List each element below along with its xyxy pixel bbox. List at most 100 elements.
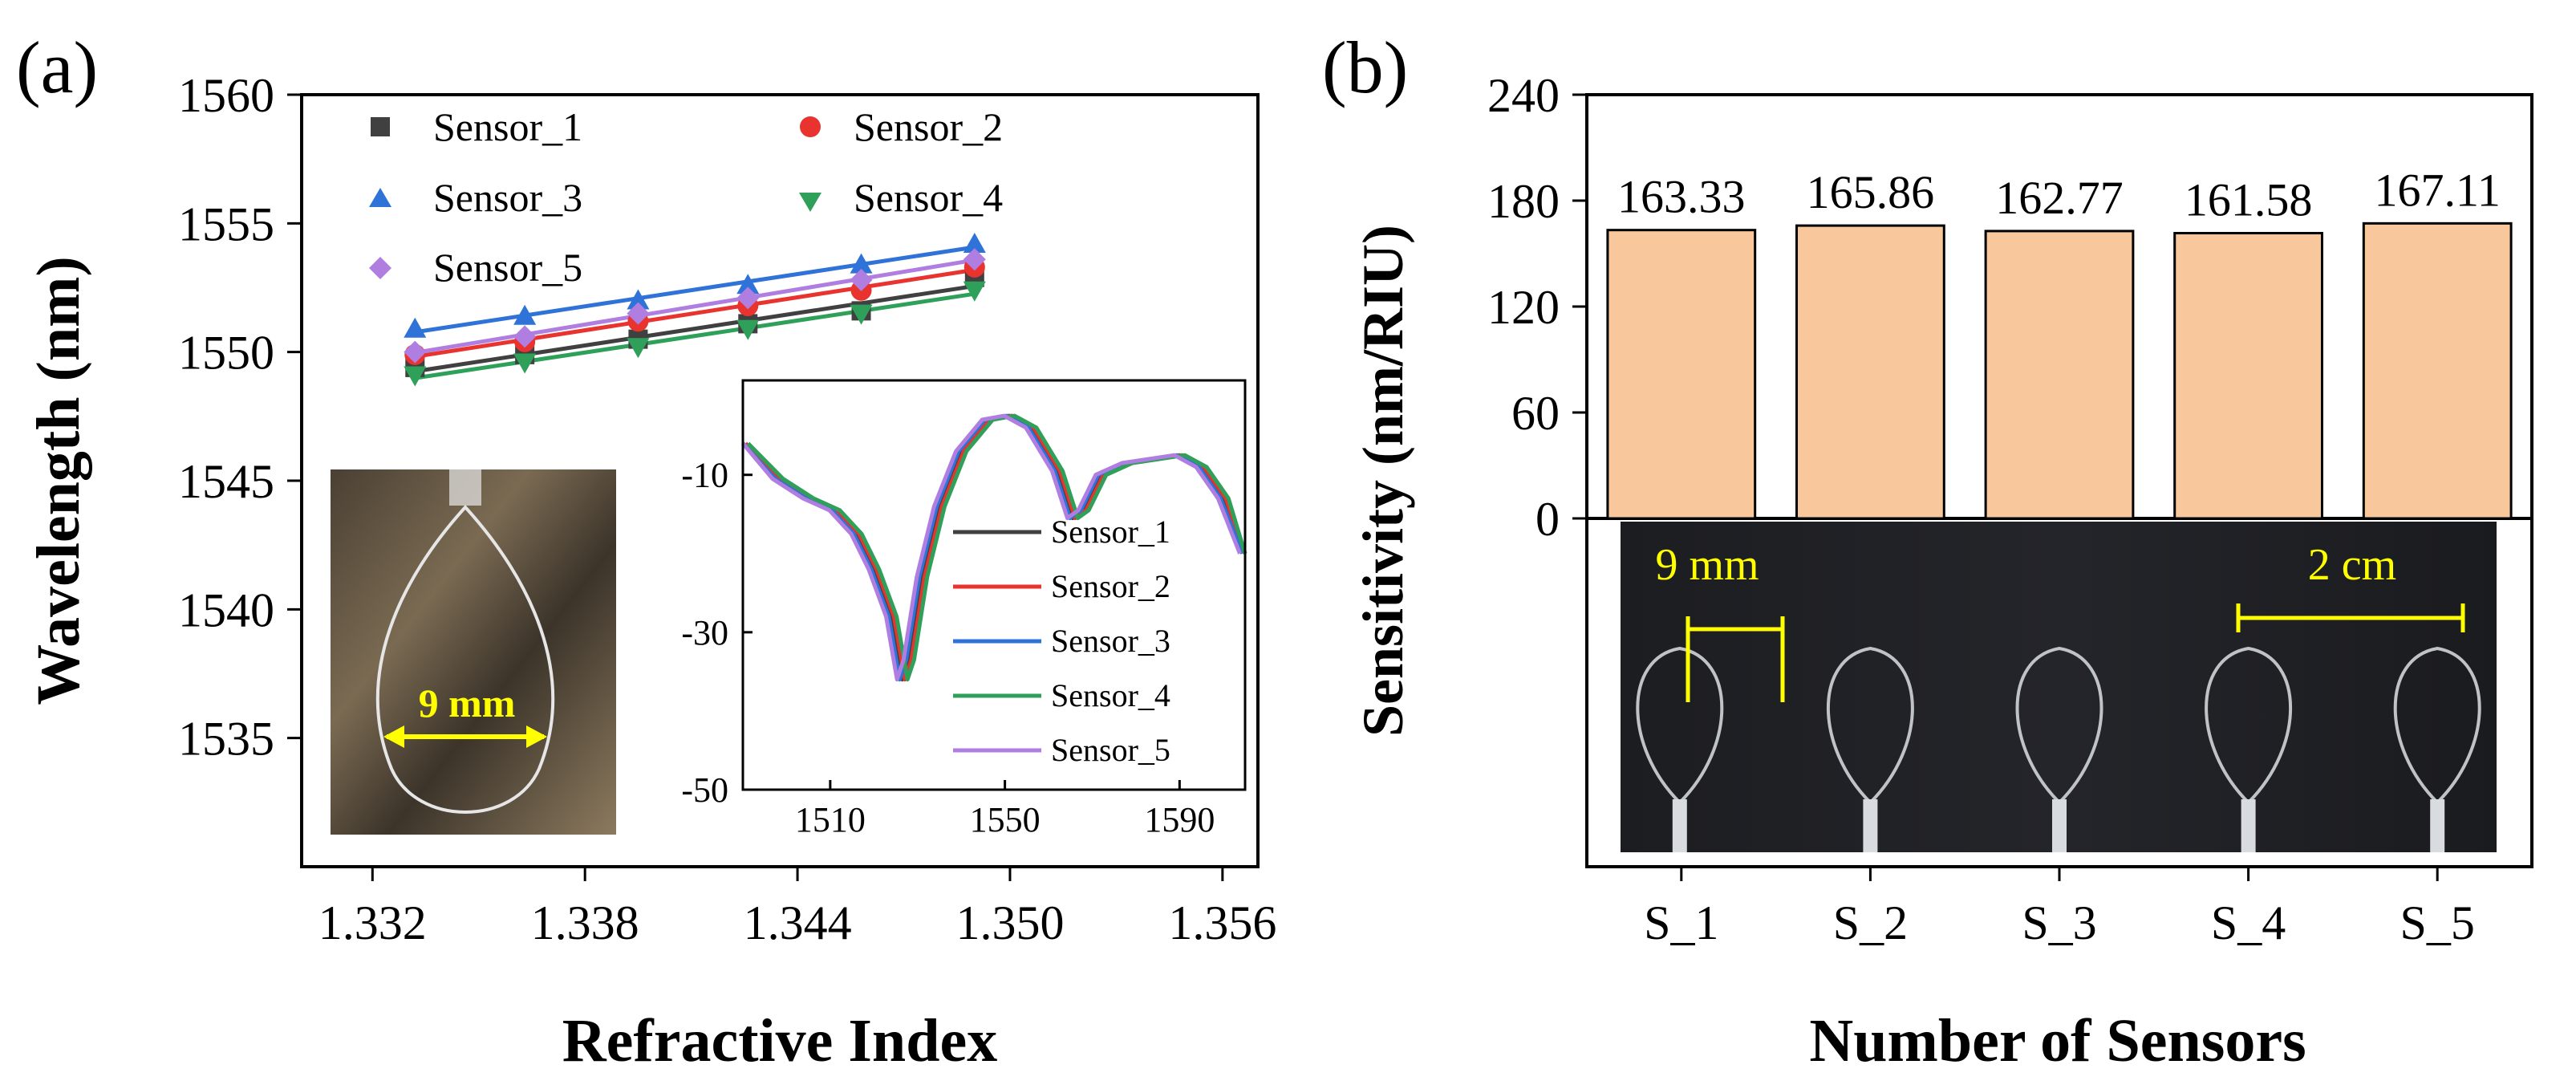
fit-line-sensor-3	[414, 245, 976, 335]
inset-frame	[741, 379, 1247, 791]
bar-s-1	[1606, 229, 1757, 520]
panel-a-ticks: 1.332 1.338 1.344 1.350 1.356 1535 1540 1545 155…	[178, 69, 1276, 949]
inset-y-tick-label: -10	[681, 456, 728, 495]
marker-sensor-3	[404, 317, 427, 338]
bar-s-3	[1984, 230, 2135, 520]
marker-sensor-4	[963, 281, 986, 302]
sensor-loop	[2393, 646, 2481, 805]
inset-legend-label-sensor-1: Sensor_1	[1051, 514, 1170, 550]
loop-width-label: 9 mm	[1655, 540, 1759, 590]
inset-spectra	[741, 413, 1247, 682]
x-tick-label: 1.356	[1168, 896, 1276, 949]
panel-a-fit-lines	[414, 245, 976, 380]
marker-sensor-3	[513, 304, 537, 325]
bar-value-label: 161.58	[2185, 174, 2313, 226]
legend-marker-sensor-1	[371, 117, 390, 136]
inset-y-tick-label: -30	[681, 613, 728, 652]
y-tick-label: 1555	[178, 197, 274, 250]
sensor-stem	[1672, 799, 1687, 852]
inset-legend-label-sensor-3: Sensor_3	[1051, 623, 1170, 659]
marker-sensor-5	[627, 302, 650, 325]
y-tick-label: 1560	[178, 69, 274, 122]
x-tick-label: S_3	[2022, 896, 2096, 949]
marker-sensor-5	[850, 268, 873, 291]
panel-a: (a) 1.332 1.338 1.344 1.350 1.356 1535 1540 154…	[16, 26, 1276, 1075]
sensor-loop	[2015, 646, 2103, 805]
y-tick-label: 1535	[178, 713, 274, 766]
marker-sensor-3	[627, 289, 650, 310]
bar-value-label: 163.33	[1617, 171, 1746, 223]
x-tick-label: S_5	[2400, 896, 2475, 949]
sensor-stem	[2241, 799, 2256, 852]
bar-s-5	[2362, 221, 2513, 520]
panel-b-x-axis-title: Number of Sensors	[1809, 1007, 2306, 1075]
marker-sensor-4	[736, 319, 760, 340]
panel-b-y-axis-title: Sensitivity (nm/RIU)	[1351, 225, 1415, 737]
x-tick-label: 1.350	[955, 896, 1064, 949]
inset-legend-label-sensor-4: Sensor_4	[1051, 677, 1170, 713]
fit-line-sensor-2	[414, 267, 976, 359]
y-tick-label: 120	[1487, 281, 1560, 334]
legend-label-sensor-3: Sensor_3	[433, 175, 582, 220]
panel-b-label: (b)	[1322, 26, 1408, 108]
bar-value-label: 167.11	[2375, 164, 2501, 216]
marker-sensor-5	[513, 325, 537, 348]
bar-s-2	[1795, 224, 1945, 520]
transmission-spectrum-inset: 1510 1550 1590 -10 -30 -50 Sensor_1 Sensor_2 …	[681, 379, 1247, 839]
fit-line-sensor-5	[414, 258, 976, 355]
panel-b-plot-frame	[1585, 93, 2533, 868]
marker-sensor-3	[850, 253, 873, 274]
marker-sensor-4	[850, 304, 873, 325]
bar-value-label: 165.86	[1807, 166, 1935, 218]
sensor-loops	[1636, 646, 2481, 852]
x-tick-label: S_4	[2211, 896, 2286, 949]
spectrum-line-sensor-5	[741, 413, 1242, 682]
x-tick-label: 1.344	[744, 896, 852, 949]
fit-line-sensor-4	[414, 291, 976, 380]
marker-sensor-4	[513, 353, 537, 374]
bar-value-label: 162.77	[1995, 172, 2124, 224]
panel-a-markers	[404, 232, 986, 387]
sensor-loop	[1636, 646, 1724, 805]
panel-a-plot-frame	[300, 93, 1260, 868]
panel-b-bars: 163.33 S_1 165.86 S_2 162.77 S_3 161.58 S_4 167.…	[1606, 164, 2513, 949]
y-tick-label: 60	[1511, 387, 1560, 440]
legend-label-sensor-1: Sensor_1	[433, 104, 582, 149]
sensors-photo: 9 mm 2 cm	[1621, 522, 2497, 852]
y-tick-label: 1550	[178, 327, 274, 380]
y-tick-label: 1540	[178, 583, 274, 636]
x-tick-label: S_2	[1833, 896, 1908, 949]
bar-s-4	[2173, 232, 2323, 520]
marker-sensor-3	[963, 232, 986, 253]
marker-sensor-5	[404, 340, 427, 364]
inset-legend-label-sensor-2: Sensor_2	[1051, 568, 1170, 604]
sensor-stem	[2430, 799, 2445, 852]
marker-sensor-5	[736, 286, 760, 310]
legend-label-sensor-5: Sensor_5	[433, 245, 582, 290]
legend-label-sensor-2: Sensor_2	[854, 104, 1003, 149]
legend-marker-sensor-3	[369, 188, 391, 207]
marker-sensor-5	[963, 248, 986, 271]
inset-legend-label-sensor-5: Sensor_5	[1051, 732, 1170, 768]
legend-marker-sensor-2	[800, 116, 821, 137]
panel-a-x-axis-title: Refractive Index	[562, 1007, 997, 1075]
marker-sensor-3	[736, 274, 760, 295]
panel-b: (b) 9 mm 2 cm 0 60 120 180 240 163.33 S_1 165.…	[1322, 26, 2533, 1075]
sensor-loop	[2205, 646, 2292, 805]
legend-marker-sensor-5	[369, 257, 391, 279]
inset-x-tick-label: 1510	[795, 800, 866, 839]
y-tick-label: 180	[1487, 175, 1560, 228]
inset-x-tick-label: 1550	[970, 800, 1041, 839]
panel-a-legend: Sensor_1 Sensor_2 Sensor_3 Sensor_4 Sens…	[369, 104, 1003, 290]
panel-a-label: (a)	[16, 26, 98, 108]
fiber-loop-photo: 9 mm	[331, 469, 616, 835]
sensor-stem	[1863, 799, 1878, 852]
x-tick-label: S_1	[1644, 896, 1718, 949]
fit-line-sensor-1	[414, 283, 976, 374]
x-tick-label: 1.332	[318, 896, 427, 949]
marker-sensor-4	[627, 338, 650, 359]
inset-x-tick-label: 1590	[1144, 800, 1215, 839]
y-tick-label: 240	[1487, 69, 1560, 122]
sensor-stem	[2052, 799, 2067, 852]
